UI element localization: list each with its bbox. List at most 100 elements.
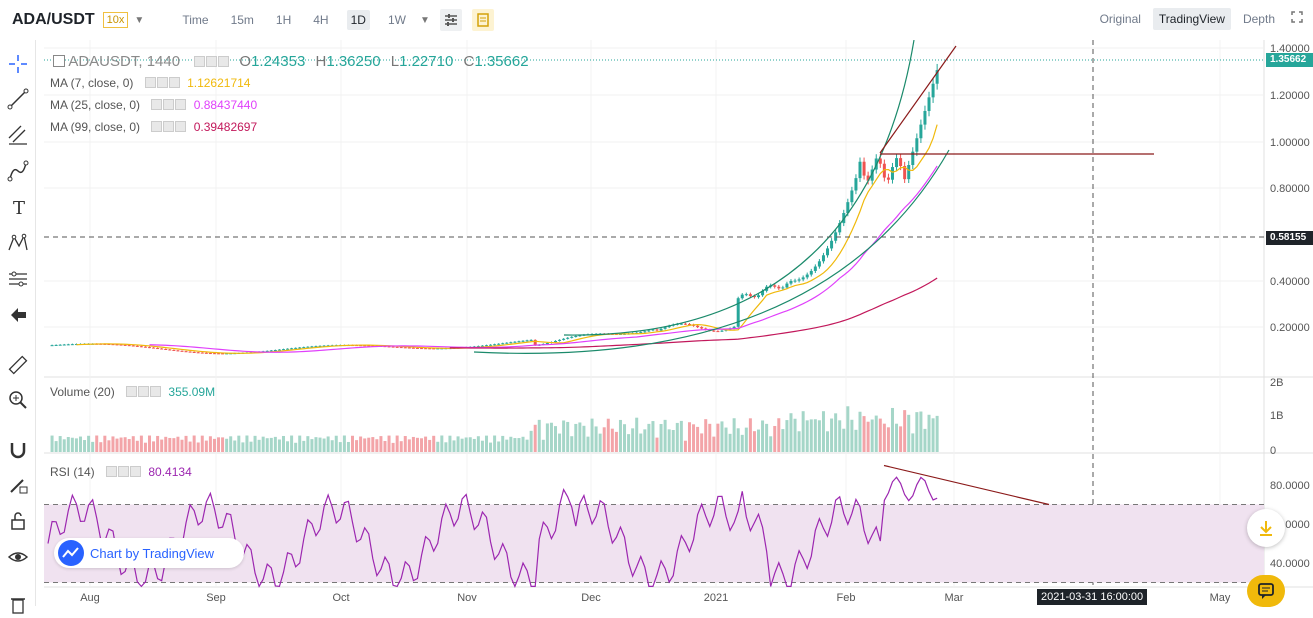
volume-bar — [66, 437, 70, 452]
volume-bar — [334, 435, 338, 452]
pair-title[interactable]: ADA/USDT — [12, 11, 95, 28]
candle-body — [148, 347, 151, 349]
volume-legend: Volume (20) 355.09M — [50, 385, 215, 399]
volume-bar — [582, 425, 586, 452]
delete-icon[interactable] — [5, 592, 31, 618]
settings-icon[interactable] — [138, 386, 150, 397]
candle-body — [480, 345, 484, 347]
tab-depth[interactable]: Depth — [1242, 12, 1275, 26]
interval-1h[interactable]: 1H — [275, 13, 292, 27]
candle-body — [679, 323, 683, 325]
settings-icon[interactable] — [163, 121, 175, 132]
candle-body — [107, 344, 111, 346]
candle-body — [111, 344, 115, 346]
close-icon[interactable] — [150, 386, 162, 397]
path-icon[interactable] — [5, 158, 31, 184]
volume-bar — [874, 415, 878, 452]
ma7-line — [76, 124, 938, 354]
visibility-icon[interactable] — [144, 77, 156, 88]
candle-body — [846, 202, 850, 214]
magnet-icon[interactable] — [5, 437, 31, 463]
candle-body — [919, 124, 923, 139]
volume-bar — [253, 435, 257, 452]
interval-15m[interactable]: 15m — [230, 13, 254, 27]
crosshair-icon[interactable] — [5, 51, 31, 77]
candle-body — [895, 158, 899, 168]
volume-bar — [862, 416, 866, 452]
close-icon[interactable] — [130, 466, 142, 477]
settings-icon[interactable] — [163, 99, 175, 110]
settings-icon[interactable] — [118, 466, 130, 477]
time-tick-label: May — [1210, 592, 1231, 604]
volume-bar — [821, 411, 825, 452]
close-icon[interactable] — [218, 56, 230, 67]
interval-1d[interactable]: 1D — [346, 10, 370, 30]
fullscreen-icon[interactable] — [1291, 10, 1303, 28]
visibility-icon[interactable] — [151, 99, 163, 110]
zoom-in-icon[interactable] — [5, 387, 31, 413]
candle-body — [858, 161, 862, 179]
pattern-icon[interactable] — [5, 230, 31, 256]
close-icon[interactable] — [175, 99, 187, 110]
candle-body — [188, 351, 192, 353]
price-chart[interactable]: 1.40000 1.20000 1.00000 0.80000 0.40000 0.200… — [44, 40, 1313, 606]
tab-tradingview[interactable]: TradingView — [1152, 8, 1231, 30]
chat-button[interactable] — [1247, 575, 1285, 607]
volume-bar — [290, 435, 294, 452]
candle-body — [265, 350, 269, 352]
settings-icon[interactable] — [156, 77, 168, 88]
trend-line-icon[interactable] — [5, 86, 31, 112]
interval-4h[interactable]: 4H — [313, 13, 329, 27]
candle-body — [513, 341, 517, 343]
ruler-icon[interactable] — [5, 352, 31, 378]
top-toolbar: ADA/USDT 10x ▼ Time 15m 1H 4H 1D 1W ▼ Or… — [0, 0, 1313, 40]
volume-bar — [659, 424, 663, 452]
more-intervals-chevron-icon[interactable]: ▼ — [419, 14, 430, 26]
candle-body — [732, 326, 736, 329]
close-icon[interactable] — [168, 77, 180, 88]
candle-body — [208, 353, 212, 355]
tradingview-watermark[interactable]: Chart by TradingView — [54, 538, 244, 568]
pencil-lock-icon[interactable] — [5, 472, 31, 498]
lock-icon[interactable] — [5, 508, 31, 534]
volume-bar — [541, 439, 545, 452]
settings-icon[interactable] — [206, 56, 218, 67]
interval-time[interactable]: Time — [182, 13, 209, 27]
low-value: 1.22710 — [399, 53, 454, 70]
candle-body — [923, 110, 927, 125]
prediction-icon[interactable] — [5, 266, 31, 292]
fib-channel-icon[interactable] — [5, 122, 31, 148]
ma25-legend: MA (25, close, 0) 0.88437440 — [50, 98, 257, 112]
volume-bar — [777, 418, 781, 452]
candle-body — [903, 165, 907, 180]
candle-body — [830, 240, 834, 249]
volume-bar — [95, 435, 99, 452]
candle-body — [497, 343, 501, 345]
volume-bar — [314, 437, 318, 452]
visibility-icon[interactable] — [106, 466, 118, 477]
text-icon[interactable]: T — [5, 194, 31, 220]
collapse-icon[interactable] — [53, 55, 65, 67]
volume-bar — [472, 438, 476, 452]
interval-1w[interactable]: 1W — [387, 13, 406, 27]
volume-bar — [537, 419, 541, 452]
download-button[interactable] — [1247, 509, 1285, 547]
volume-bar — [172, 438, 176, 452]
eye-icon[interactable] — [5, 544, 31, 570]
indicator-settings-icon[interactable] — [439, 9, 462, 31]
volume-bar — [54, 441, 58, 452]
candle-body — [740, 294, 744, 299]
volume-bar — [415, 437, 419, 452]
close-icon[interactable] — [175, 121, 187, 132]
tab-original[interactable]: Original — [1099, 12, 1141, 26]
volume-bar — [135, 440, 139, 452]
back-arrow-icon[interactable] — [5, 302, 31, 328]
candle-body — [387, 346, 391, 348]
candle-body — [509, 342, 513, 344]
notes-icon[interactable] — [471, 9, 494, 31]
download-icon — [1260, 521, 1272, 536]
visibility-icon[interactable] — [151, 121, 163, 132]
chevron-down-icon[interactable]: ▼ — [134, 14, 145, 26]
visibility-icon[interactable] — [126, 386, 138, 397]
visibility-icon[interactable] — [194, 56, 206, 67]
